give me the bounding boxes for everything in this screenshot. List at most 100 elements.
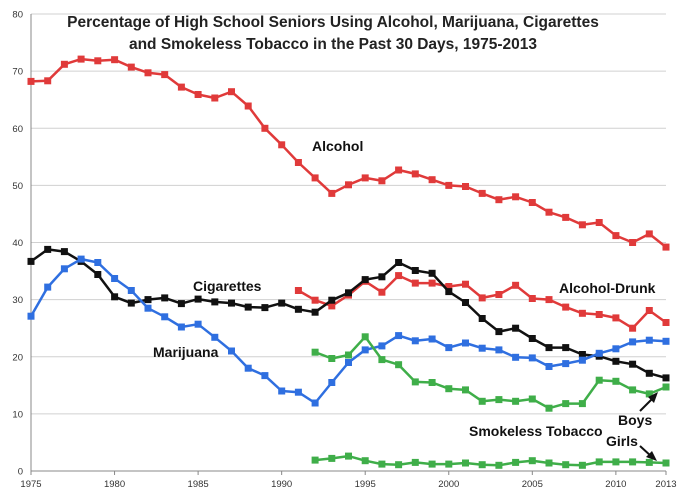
marijuana-point [27,312,35,320]
smokeless-tobacco-girls-point [361,457,369,465]
series-cigarettes [27,245,670,382]
cigarettes-point [395,259,403,266]
alcohol-drunk-point [478,294,486,302]
cigarettes-point [562,344,570,352]
cigarettes-point [228,299,235,307]
smokeless-tobacco-girls-point [345,452,352,460]
alcohol-drunk-point [395,272,403,280]
smokeless-tobacco-boys-point [528,395,536,403]
smokeless-tobacco-boys-point [395,361,403,369]
alcohol-point [345,181,352,189]
marijuana-point [44,283,52,291]
alcohol-drunk-point [595,311,603,318]
x-tick-label: 1995 [355,479,376,490]
alcohol-point [395,166,403,174]
alcohol-point [629,239,637,246]
smokeless-tobacco-boys-point [662,383,670,391]
alcohol-drunk-point [612,314,620,322]
cigarettes-point [177,300,185,308]
smokeless-tobacco-girls-point [612,458,620,466]
cigarettes-point [478,315,486,322]
series-smokeless-tobacco-girls [311,452,670,469]
smokeless-tobacco-girls-point [562,461,570,469]
cigarettes-point [345,289,352,297]
alcohol-point [228,88,235,96]
smokeless-tobacco-boys-point [445,385,453,393]
label-alcohol-drunk: Alcohol-Drunk [559,280,656,296]
smokeless-tobacco-girls-point [428,460,436,468]
label-alcohol: Alcohol [312,138,363,154]
smokeless-tobacco-girls-point [311,456,319,464]
alcohol-point [111,56,119,64]
marijuana-point [378,342,386,350]
marijuana-point [495,346,503,354]
cigarettes-point [111,293,119,301]
marijuana-point [211,333,219,341]
marijuana-point [177,323,185,331]
marijuana-point [612,345,620,353]
alcohol-point [94,57,102,65]
y-tick-label: 10 [12,409,23,420]
alcohol-drunk-point [294,287,302,294]
cigarettes-point [445,288,453,296]
smokeless-tobacco-boys-point [378,356,386,364]
x-tick-label: 2000 [438,479,459,490]
alcohol-drunk-point [411,279,419,287]
series-marijuana [27,255,670,407]
marijuana-point [161,313,169,321]
smokeless-tobacco-girls-point [645,458,653,466]
smokeless-tobacco-boys-point [645,390,653,398]
marijuana-point [562,360,570,368]
label-smokeless-tobacco: Smokeless Tobacco [469,423,603,439]
boys-arrowhead-icon [648,392,658,403]
smokeless-tobacco-girls-point [495,461,503,469]
smokeless-tobacco-boys-point [495,396,503,404]
marijuana-point [244,364,252,372]
cigarettes-point [60,248,68,256]
x-tick-label: 2005 [522,479,543,490]
series-alcohol [27,55,670,251]
cigarettes-point [578,351,586,358]
smokeless-tobacco-boys-point [545,404,553,412]
alcohol-point [578,221,586,229]
cigarettes-point [411,267,419,274]
marijuana-point [578,356,586,364]
cigarettes-point [27,257,35,265]
alcohol-drunk-point [311,296,319,304]
label-boys: Boys [618,412,652,428]
alcohol-drunk-point [378,288,386,296]
alcohol-drunk-point [545,296,553,304]
alcohol-point [278,141,286,149]
cigarettes-point [629,360,637,368]
label-cigarettes: Cigarettes [193,278,262,294]
alcohol-point [562,213,570,221]
marijuana-point [428,335,436,343]
alcohol-drunk-point [445,283,453,290]
alcohol-point [645,230,653,238]
smokeless-tobacco-girls-point [478,461,486,469]
marijuana-point [111,275,119,282]
alcohol-point [512,193,520,201]
alcohol-point [311,174,319,182]
alcohol-point [612,232,620,240]
cigarettes-point [44,245,52,253]
alcohol-point [177,83,185,91]
marijuana-point [60,265,68,273]
alcohol-drunk-point [629,324,637,332]
marijuana-point [512,353,520,361]
alcohol-point [27,77,35,85]
marijuana-point [645,336,653,344]
y-tick-label: 60 [12,124,23,135]
alcohol-point [244,102,252,110]
cigarettes-point [528,335,536,342]
smokeless-tobacco-boys-point [562,400,570,408]
y-tick-label: 20 [12,352,23,363]
smokeless-tobacco-boys-point [345,351,352,359]
cigarettes-point [378,273,386,281]
alcohol-drunk-point [462,280,469,288]
smokeless-tobacco-girls-point [578,461,586,469]
y-tick-label: 30 [12,295,23,306]
smokeless-tobacco-girls-point [328,454,336,462]
alcohol-point [44,77,52,85]
